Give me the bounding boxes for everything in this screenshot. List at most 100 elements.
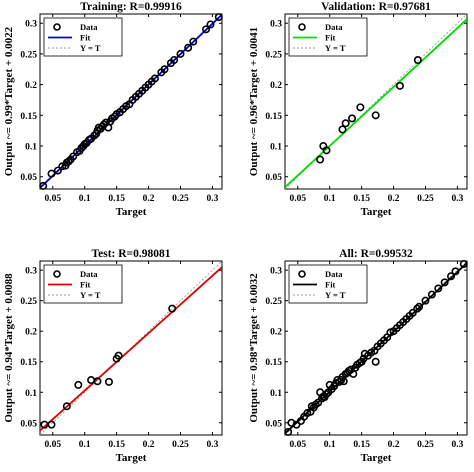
- legend-marker-data: [298, 270, 306, 278]
- y-tick-label: 0.25: [265, 50, 282, 60]
- data-point: [53, 166, 62, 175]
- y-axis-label: Output ~= 0.99*Target + 0.0022: [3, 26, 15, 176]
- data-point: [356, 103, 365, 112]
- data-point: [322, 390, 331, 399]
- y-tick-label: 0.3: [270, 20, 282, 30]
- legend-label: Data: [325, 22, 343, 32]
- data-point: [339, 377, 348, 386]
- legend-label: Y = T: [325, 290, 346, 300]
- data-point: [47, 169, 56, 178]
- data-point: [184, 43, 193, 52]
- chart-title: All: R=0.99532: [339, 248, 413, 260]
- data-point: [170, 56, 179, 65]
- y-tick-label: 0.15: [265, 358, 282, 368]
- data-point: [62, 402, 71, 411]
- x-tick-label: 0.05: [289, 440, 306, 450]
- chart-title: Validation: R=0.97681: [321, 1, 431, 13]
- data-point: [434, 284, 443, 293]
- x-tick-label: 0.3: [451, 440, 463, 450]
- x-tick-label: 0.25: [172, 440, 189, 450]
- data-point: [39, 181, 48, 190]
- data-point: [408, 308, 417, 317]
- data-point: [284, 427, 293, 436]
- y-tick-label: 0.1: [270, 389, 282, 399]
- x-tick-label: 0.1: [79, 194, 91, 204]
- legend-label: Y = T: [80, 290, 101, 300]
- legend-label: Data: [80, 269, 98, 279]
- data-point: [427, 290, 436, 299]
- data-point: [104, 377, 113, 386]
- data-point: [338, 125, 347, 134]
- data-point: [189, 37, 198, 46]
- data-point: [371, 357, 380, 366]
- data-point: [93, 377, 102, 386]
- y-tick-label: 0.15: [20, 358, 37, 368]
- data-point: [206, 20, 215, 29]
- training-panel: 0.05 0.05 0.1 0.1 0.15 0.15 0.2 0.2 0.25 0.25 0.3 0…: [3, 1, 223, 218]
- y-tick-label: 0.05: [265, 419, 282, 429]
- y-tick-label: 0.15: [265, 112, 282, 122]
- data-point: [371, 111, 380, 120]
- x-tick-label: 0.1: [324, 440, 336, 450]
- x-tick-label: 0.3: [451, 194, 463, 204]
- data-point: [447, 272, 456, 281]
- legend-marker-data: [53, 270, 61, 278]
- y-tick-label: 0.3: [25, 20, 37, 30]
- data-point: [160, 65, 169, 74]
- x-tick-label: 0.15: [108, 194, 125, 204]
- x-tick-label: 0.3: [206, 440, 218, 450]
- data-point: [395, 81, 404, 90]
- x-tick-label: 0.15: [353, 440, 370, 450]
- x-axis-label: Target: [116, 452, 147, 464]
- data-point: [459, 260, 468, 269]
- legend-label: Y = T: [325, 43, 346, 53]
- y-tick-label: 0.05: [20, 419, 37, 429]
- x-axis-label: Target: [361, 206, 392, 218]
- legend-label: Fit: [80, 33, 91, 43]
- y-tick-label: 0.1: [25, 143, 37, 153]
- x-tick-label: 0.15: [108, 440, 125, 450]
- y-tick-label: 0.2: [25, 328, 37, 338]
- y-tick-label: 0.1: [270, 143, 282, 153]
- data-point: [421, 296, 430, 305]
- x-axis-label: Target: [361, 452, 392, 464]
- legend-label: Data: [325, 269, 343, 279]
- data-point: [47, 420, 56, 429]
- x-tick-label: 0.25: [417, 440, 434, 450]
- y-tick-label: 0.2: [270, 81, 282, 91]
- data-point: [114, 351, 123, 360]
- data-point: [322, 146, 331, 155]
- legend-label: Fit: [325, 33, 336, 43]
- legend-marker-data: [298, 23, 306, 31]
- y-tick-label: 0.05: [265, 173, 282, 183]
- data-point: [74, 380, 83, 389]
- x-tick-label: 0.1: [79, 440, 91, 450]
- x-tick-label: 0.1: [324, 194, 336, 204]
- data-point: [415, 302, 424, 311]
- y-axis-label: Output ~= 0.98*Target + 0.0032: [248, 273, 260, 423]
- x-tick-label: 0.25: [417, 194, 434, 204]
- y-axis-label: Output ~= 0.94*Target + 0.0088: [3, 273, 15, 423]
- legend-label: Data: [80, 22, 98, 32]
- validation-panel: 0.05 0.05 0.1 0.1 0.15 0.15 0.2 0.2 0.25 0.25 0.3 0…: [248, 1, 468, 218]
- x-axis-label: Target: [116, 206, 147, 218]
- data-point: [451, 267, 460, 276]
- test-panel: 0.05 0.05 0.1 0.1 0.15 0.15 0.2 0.2 0.25 0.25 0.3 0…: [3, 248, 223, 464]
- x-tick-label: 0.2: [388, 194, 400, 204]
- x-tick-label: 0.05: [44, 440, 61, 450]
- x-tick-label: 0.05: [44, 194, 61, 204]
- data-point: [64, 157, 73, 166]
- y-tick-label: 0.25: [265, 297, 282, 307]
- data-point: [316, 155, 325, 164]
- data-point: [150, 74, 159, 83]
- y-tick-label: 0.2: [270, 328, 282, 338]
- legend-label: Fit: [325, 280, 336, 290]
- data-point: [413, 56, 422, 65]
- x-tick-label: 0.3: [206, 194, 218, 204]
- data-point: [413, 304, 422, 313]
- chart-title: Training: R=0.99916: [80, 1, 182, 13]
- y-tick-label: 0.3: [25, 267, 37, 277]
- data-point: [348, 114, 357, 123]
- data-point: [214, 13, 223, 22]
